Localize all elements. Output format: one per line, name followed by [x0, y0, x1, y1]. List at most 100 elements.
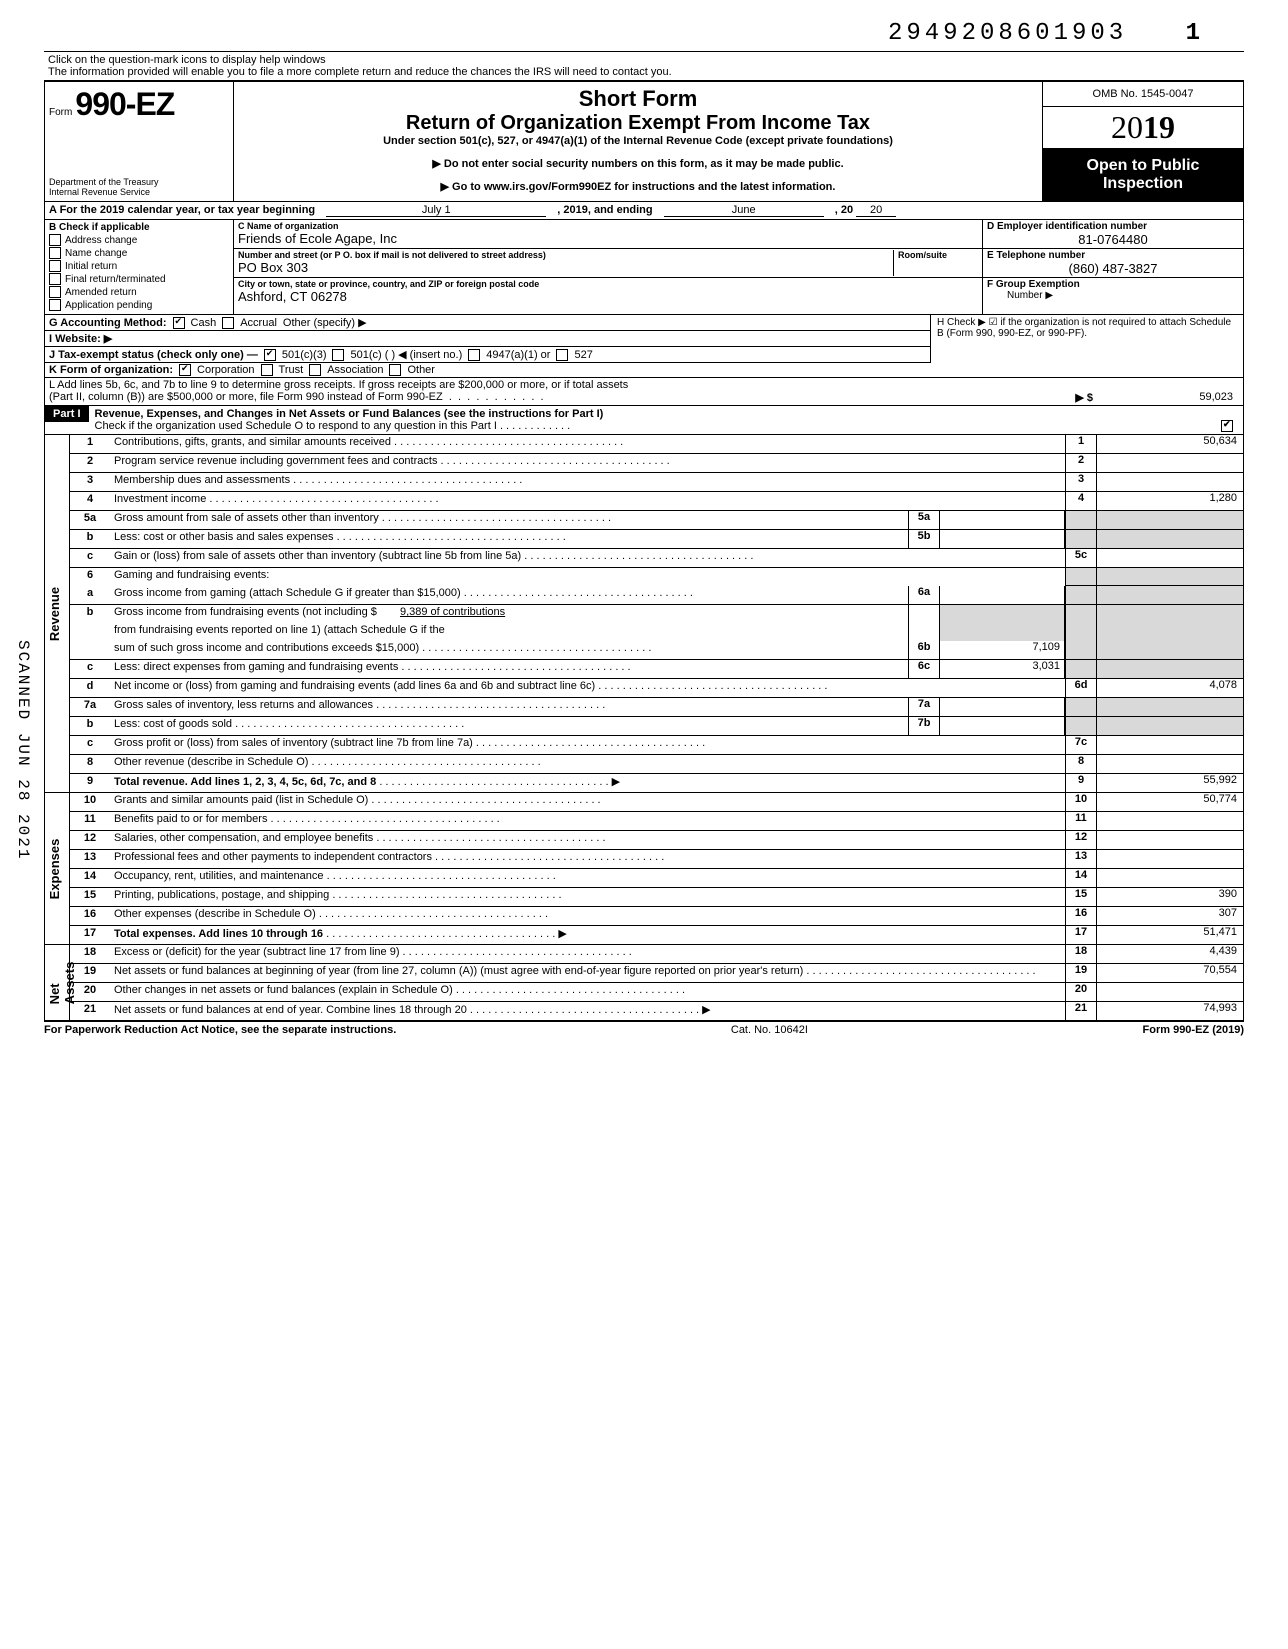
checkbox-501c3[interactable]	[264, 349, 276, 361]
line-18-rn: 18	[1065, 945, 1096, 963]
line-14-rn: 14	[1065, 869, 1096, 887]
line-18-num: 18	[70, 945, 110, 963]
goto-instructions: ▶ Go to www.irs.gov/Form990EZ for instru…	[242, 180, 1034, 193]
line-12-desc: Salaries, other compensation, and employ…	[114, 832, 373, 844]
line-5a-num: 5a	[70, 511, 110, 529]
line-6-num: 6	[70, 568, 110, 586]
line-4-rn: 4	[1065, 492, 1096, 510]
gross-receipts-value: 59,023	[1093, 391, 1239, 404]
line-7a-num: 7a	[70, 698, 110, 716]
line-l-1: L Add lines 5b, 6c, and 7b to line 9 to …	[49, 379, 1239, 391]
line-2-desc: Program service revenue including govern…	[114, 455, 437, 467]
line-10-rn: 10	[1065, 793, 1096, 811]
checkbox-other-org[interactable]	[389, 364, 401, 376]
line-2-num: 2	[70, 454, 110, 472]
line-13-rn: 13	[1065, 850, 1096, 868]
page-number: 1	[1186, 20, 1204, 47]
line-6a-num: a	[70, 586, 110, 604]
line-12-rn: 12	[1065, 831, 1096, 849]
line-20-desc: Other changes in net assets or fund bala…	[114, 984, 453, 996]
line-5b-rv	[1096, 530, 1243, 548]
label-association: Association	[327, 364, 383, 376]
line-6c-rn	[1065, 660, 1096, 678]
label-other-method: Other (specify) ▶	[283, 316, 367, 329]
section-b-c-d: B Check if applicable Address change Nam…	[44, 220, 1244, 314]
checkbox-initial-return[interactable]	[49, 260, 61, 272]
line-7b-rv	[1096, 717, 1243, 735]
checkbox-501c[interactable]	[332, 349, 344, 361]
form-of-org-label: K Form of organization:	[49, 364, 173, 376]
line-6b-rv-s1	[1096, 605, 1243, 623]
line-4-value: 1,280	[1096, 492, 1243, 510]
line-l-2: (Part II, column (B)) are $500,000 or mo…	[49, 391, 443, 404]
line-7b-mn: 7b	[908, 717, 939, 735]
checkbox-corporation[interactable]	[179, 364, 191, 376]
line-6b-num: b	[70, 605, 110, 623]
footer-left: For Paperwork Reduction Act Notice, see …	[44, 1024, 396, 1036]
line-20-value	[1096, 983, 1243, 1001]
checkbox-accrual[interactable]	[222, 317, 234, 329]
line-16-value: 307	[1096, 907, 1243, 925]
line-6b-rv	[1096, 641, 1243, 659]
line-7a-desc: Gross sales of inventory, less returns a…	[114, 699, 373, 711]
org-name-label: C Name of organization	[238, 221, 978, 231]
line-7c-desc: Gross profit or (loss) from sales of inv…	[114, 737, 473, 749]
checkbox-association[interactable]	[309, 364, 321, 376]
line-6b-num2	[70, 623, 110, 641]
label-other-org: Other	[407, 364, 435, 376]
label-accrual: Accrual	[240, 317, 277, 329]
checkbox-address-change[interactable]	[49, 234, 61, 246]
checkbox-app-pending[interactable]	[49, 299, 61, 311]
line-2-rn: 2	[1065, 454, 1096, 472]
line-5b-mn: 5b	[908, 530, 939, 548]
line-l-arrow: ▶ $	[1075, 391, 1093, 404]
form-header: Form 990-EZ Department of the Treasury I…	[44, 81, 1244, 202]
scanned-stamp: SCANNED JUN 28 2021	[14, 640, 32, 860]
line-6b-mn-s2	[908, 623, 939, 641]
label-501c: 501(c) ( ) ◀ (insert no.)	[350, 348, 462, 361]
label-4947: 4947(a)(1) or	[486, 349, 550, 361]
line-5c-desc: Gain or (loss) from sale of assets other…	[114, 550, 521, 562]
line-6d-rn: 6d	[1065, 679, 1096, 697]
checkbox-amended[interactable]	[49, 286, 61, 298]
line-7a-rv	[1096, 698, 1243, 716]
hint-line-2: The information provided will enable you…	[48, 66, 1240, 78]
line-6d-value: 4,078	[1096, 679, 1243, 697]
year-prefix: 20	[1111, 109, 1143, 145]
line-15-desc: Printing, publications, postage, and shi…	[114, 889, 329, 901]
year-end: 20	[856, 204, 896, 217]
street-label: Number and street (or P O. box if mail i…	[238, 250, 893, 260]
line-10-num: 10	[70, 793, 110, 811]
checkbox-final-return[interactable]	[49, 273, 61, 285]
col-h: H Check ▶ ☑ if the organization is not r…	[930, 315, 1243, 363]
line-17-num: 17	[70, 926, 110, 944]
stamp-number: 2949208601903	[888, 20, 1127, 47]
checkbox-cash[interactable]	[173, 317, 185, 329]
checkbox-trust[interactable]	[261, 364, 273, 376]
line-4-num: 4	[70, 492, 110, 510]
checkbox-4947[interactable]	[468, 349, 480, 361]
line-15-num: 15	[70, 888, 110, 906]
line-16-desc: Other expenses (describe in Schedule O)	[114, 908, 316, 920]
hint-bar: Click on the question-mark icons to disp…	[44, 51, 1244, 81]
omb-number: OMB No. 1545-0047	[1043, 82, 1243, 107]
line-6c-num: c	[70, 660, 110, 678]
section-expenses-label: Expenses	[47, 838, 62, 899]
label-trust: Trust	[279, 364, 304, 376]
line-6c-mn: 6c	[908, 660, 939, 678]
under-section: Under section 501(c), 527, or 4947(a)(1)…	[242, 135, 1034, 147]
line-18-value: 4,439	[1096, 945, 1243, 963]
line-7c-num: c	[70, 736, 110, 754]
label-amended: Amended return	[65, 287, 137, 298]
line-6a-mn: 6a	[908, 586, 939, 604]
label-initial-return: Initial return	[65, 261, 117, 272]
row-a-label: A For the 2019 calendar year, or tax yea…	[49, 204, 315, 216]
label-527: 527	[574, 349, 592, 361]
phone-label: E Telephone number	[987, 250, 1239, 261]
checkbox-name-change[interactable]	[49, 247, 61, 259]
line-9-value: 55,992	[1096, 774, 1243, 792]
checkbox-schedule-o[interactable]	[1221, 420, 1233, 432]
checkbox-527[interactable]	[556, 349, 568, 361]
line-20-rn: 20	[1065, 983, 1096, 1001]
line-7c-rn: 7c	[1065, 736, 1096, 754]
